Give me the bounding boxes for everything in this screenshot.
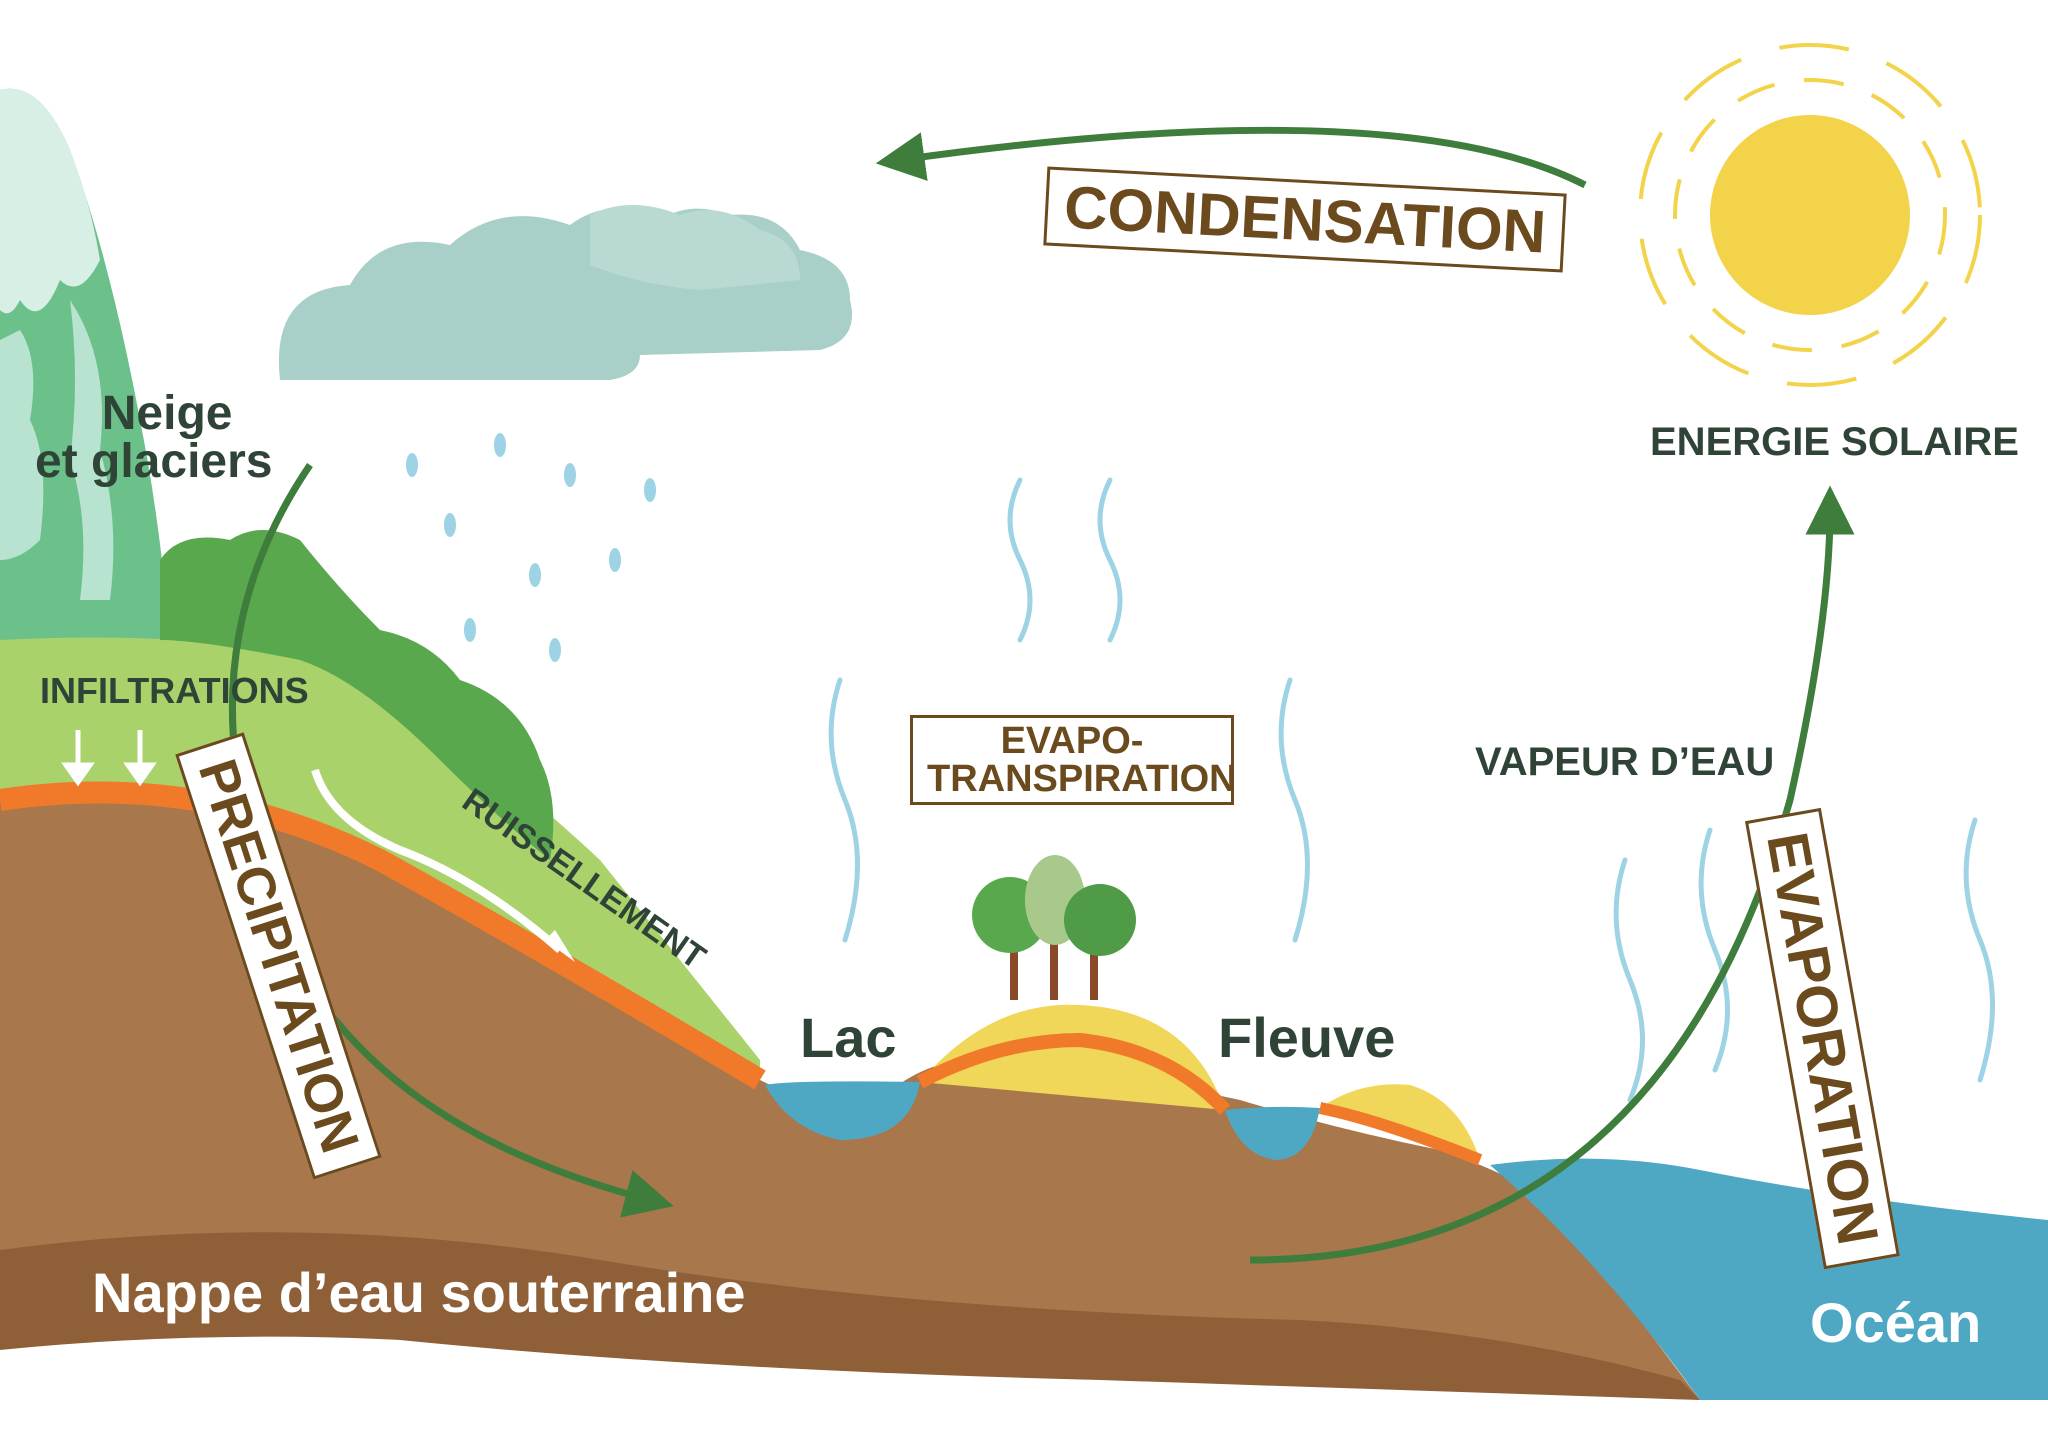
fleuve-label: Fleuve — [1218, 1006, 1396, 1069]
runoff-arrow — [311, 768, 575, 962]
mountain-snow-glacier — [0, 88, 170, 660]
lac-label: Lac — [800, 1006, 897, 1069]
neige-line-2: et glaciers — [35, 435, 273, 488]
ocean-label: Océan — [1810, 1291, 1982, 1354]
neige-line-1: Neige — [101, 387, 233, 440]
infiltration-arrows — [61, 730, 157, 787]
nappe-label: Nappe d’eau souterraine — [92, 1261, 746, 1324]
evapotranspiration-label: EVAPO- TRANSPIRATION — [910, 715, 1237, 805]
vapeur-deau-label: VAPEUR D’EAU — [1475, 740, 1775, 784]
condensation-arrow — [875, 126, 1587, 189]
sun — [1638, 43, 1982, 387]
infiltrations-label: INFILTRATIONS — [40, 670, 309, 711]
energie-solaire-label: ENERGIE SOLAIRE — [1650, 420, 2019, 464]
evaporation-arrow — [1249, 485, 1855, 1264]
neige-glaciers-label: Neige et glaciers — [35, 390, 272, 486]
ground-soil — [0, 792, 1700, 1400]
evapo-line-2: TRANSPIRATION — [927, 758, 1237, 800]
vapor-waves — [828, 477, 1995, 1103]
island-mounds — [916, 1004, 1483, 1166]
trees — [972, 855, 1136, 1000]
rain-drops — [406, 433, 656, 662]
topsoil-line — [0, 781, 766, 1090]
water-bodies — [765, 1081, 2048, 1400]
evapo-line-1: EVAPO- — [1000, 720, 1144, 762]
clouds — [278, 205, 852, 380]
